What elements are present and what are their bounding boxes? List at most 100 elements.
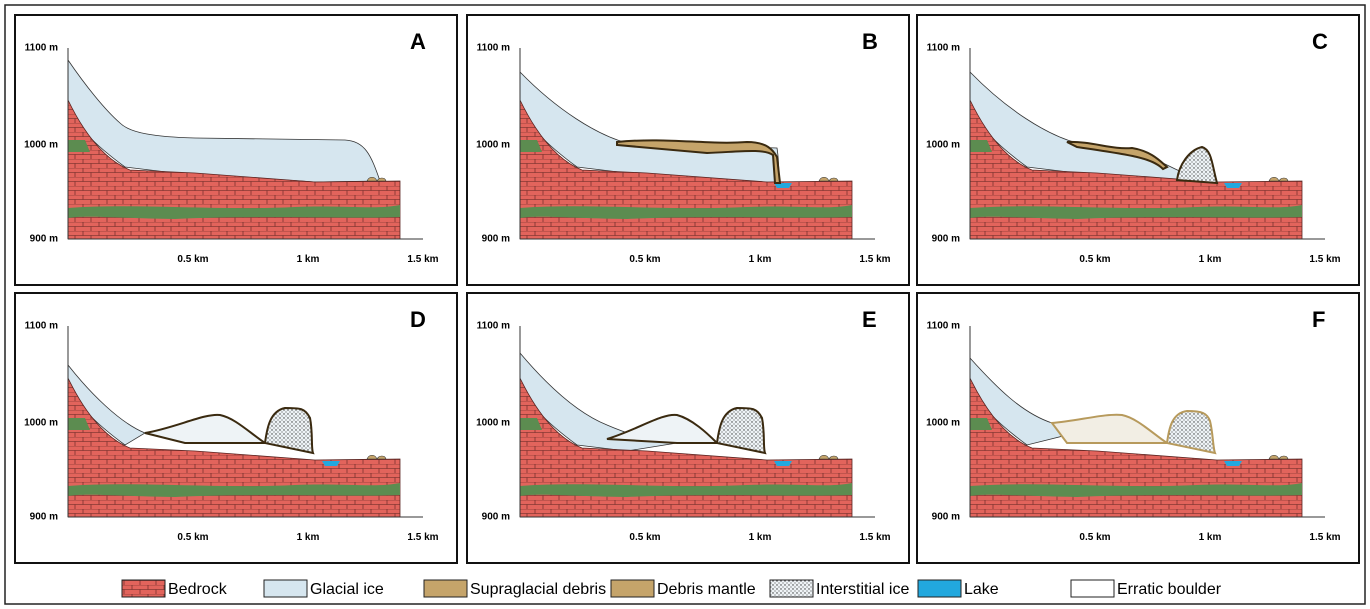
legend: Bedrock Glacial ice Supraglacial debris Deb… bbox=[121, 579, 1222, 598]
debris bbox=[1050, 409, 1217, 455]
bedrock bbox=[67, 99, 401, 240]
green-band bbox=[68, 205, 400, 219]
x-tick-label: 0.5 km bbox=[1079, 532, 1110, 543]
debris bbox=[616, 139, 782, 184]
x-tick-label: 0.5 km bbox=[177, 254, 208, 265]
panel: 1100 m 1000 m 900 m 0.5 km 1 km 1.5 km C bbox=[916, 14, 1360, 286]
erratic-boulder bbox=[1268, 454, 1289, 460]
legend-label: Supraglacial debris bbox=[470, 581, 606, 598]
panel-label: E bbox=[862, 307, 877, 332]
green-patch bbox=[970, 418, 992, 430]
y-tick-label: 900 m bbox=[932, 512, 960, 523]
x-tick-label: 1.5 km bbox=[407, 532, 438, 543]
x-tick-label: 1.5 km bbox=[859, 532, 890, 543]
legend-label: Glacial ice bbox=[310, 581, 384, 598]
y-tick-label: 1100 m bbox=[477, 43, 510, 54]
green-band bbox=[520, 205, 852, 219]
y-tick-label: 900 m bbox=[932, 234, 960, 245]
panel-label: F bbox=[1312, 307, 1325, 332]
debris bbox=[144, 406, 315, 455]
bedrock bbox=[67, 377, 401, 518]
legend-label: Interstitial ice bbox=[816, 581, 909, 598]
y-tick-label: 1000 m bbox=[24, 418, 58, 429]
green-band bbox=[970, 483, 1302, 497]
green-patch bbox=[520, 140, 542, 152]
legend-swatch bbox=[610, 579, 655, 598]
y-tick-label: 900 m bbox=[30, 234, 58, 245]
lake bbox=[1224, 461, 1242, 466]
erratic-boulder bbox=[366, 454, 387, 460]
panel: 1100 m 1000 m 900 m 0.5 km 1 km 1.5 km E bbox=[466, 292, 910, 564]
green-patch bbox=[68, 140, 90, 152]
x-tick-label: 0.5 km bbox=[629, 254, 660, 265]
panel: 1100 m 1000 m 900 m 0.5 km 1 km 1.5 km F bbox=[916, 292, 1360, 564]
legend-label: Lake bbox=[964, 581, 999, 598]
y-tick-label: 1100 m bbox=[927, 43, 960, 54]
legend-swatch bbox=[263, 579, 308, 598]
bedrock bbox=[519, 99, 853, 240]
legend-swatch bbox=[423, 579, 468, 598]
y-tick-label: 1100 m bbox=[25, 43, 58, 54]
legend-swatch bbox=[917, 579, 962, 598]
legend-swatch bbox=[769, 579, 814, 598]
y-tick-label: 900 m bbox=[482, 234, 510, 245]
x-tick-label: 1.5 km bbox=[1309, 532, 1340, 543]
y-tick-label: 1000 m bbox=[926, 140, 960, 151]
bedrock bbox=[969, 377, 1303, 518]
legend-label: Erratic boulder bbox=[1117, 581, 1222, 598]
erratic-boulder bbox=[818, 454, 839, 460]
panel: 1100 m 1000 m 900 m 0.5 km 1 km 1.5 km B bbox=[466, 14, 910, 286]
green-patch bbox=[520, 418, 542, 430]
x-tick-label: 1.5 km bbox=[1309, 254, 1340, 265]
panel: 1100 m 1000 m 900 m 0.5 km 1 km 1.5 km A bbox=[14, 14, 458, 286]
x-tick-label: 1 km bbox=[749, 532, 772, 543]
lake bbox=[322, 461, 340, 466]
erratic-boulder bbox=[1268, 176, 1289, 182]
lake bbox=[774, 183, 792, 188]
green-patch bbox=[68, 418, 90, 430]
erratic-boulder bbox=[366, 176, 387, 182]
legend-swatch bbox=[121, 579, 166, 598]
panel-label: A bbox=[410, 29, 426, 54]
panel-label: D bbox=[410, 307, 426, 332]
bedrock bbox=[969, 99, 1303, 240]
y-tick-label: 900 m bbox=[482, 512, 510, 523]
panel-label: C bbox=[1312, 29, 1328, 54]
x-tick-label: 1 km bbox=[749, 254, 772, 265]
x-tick-label: 1.5 km bbox=[407, 254, 438, 265]
lake bbox=[1224, 183, 1242, 188]
figure-border bbox=[4, 4, 1366, 605]
x-tick-label: 1 km bbox=[297, 254, 320, 265]
green-band bbox=[68, 483, 400, 497]
legend-swatch bbox=[1070, 579, 1115, 598]
debris bbox=[606, 406, 767, 455]
erratic-boulder bbox=[818, 176, 839, 182]
x-tick-label: 1 km bbox=[297, 532, 320, 543]
green-band bbox=[970, 205, 1302, 219]
glacial-ice bbox=[67, 58, 381, 183]
x-tick-label: 0.5 km bbox=[629, 532, 660, 543]
x-tick-label: 1 km bbox=[1199, 532, 1222, 543]
bedrock bbox=[519, 377, 853, 518]
x-tick-label: 0.5 km bbox=[177, 532, 208, 543]
lake bbox=[774, 461, 792, 466]
y-tick-label: 1100 m bbox=[927, 321, 960, 332]
y-tick-label: 1000 m bbox=[926, 418, 960, 429]
x-tick-label: 1 km bbox=[1199, 254, 1222, 265]
y-tick-label: 1000 m bbox=[476, 140, 510, 151]
green-band bbox=[520, 483, 852, 497]
panel-label: B bbox=[862, 29, 878, 54]
y-tick-label: 1000 m bbox=[476, 418, 510, 429]
y-tick-label: 1000 m bbox=[24, 140, 58, 151]
y-tick-label: 900 m bbox=[30, 512, 58, 523]
x-tick-label: 0.5 km bbox=[1079, 254, 1110, 265]
y-tick-label: 1100 m bbox=[477, 321, 510, 332]
x-tick-label: 1.5 km bbox=[859, 254, 890, 265]
green-patch bbox=[970, 140, 992, 152]
legend-label: Bedrock bbox=[168, 581, 228, 598]
debris bbox=[1066, 140, 1219, 185]
legend-label: Debris mantle bbox=[657, 581, 756, 598]
panel: 1100 m 1000 m 900 m 0.5 km 1 km 1.5 km D bbox=[14, 292, 458, 564]
y-tick-label: 1100 m bbox=[25, 321, 58, 332]
